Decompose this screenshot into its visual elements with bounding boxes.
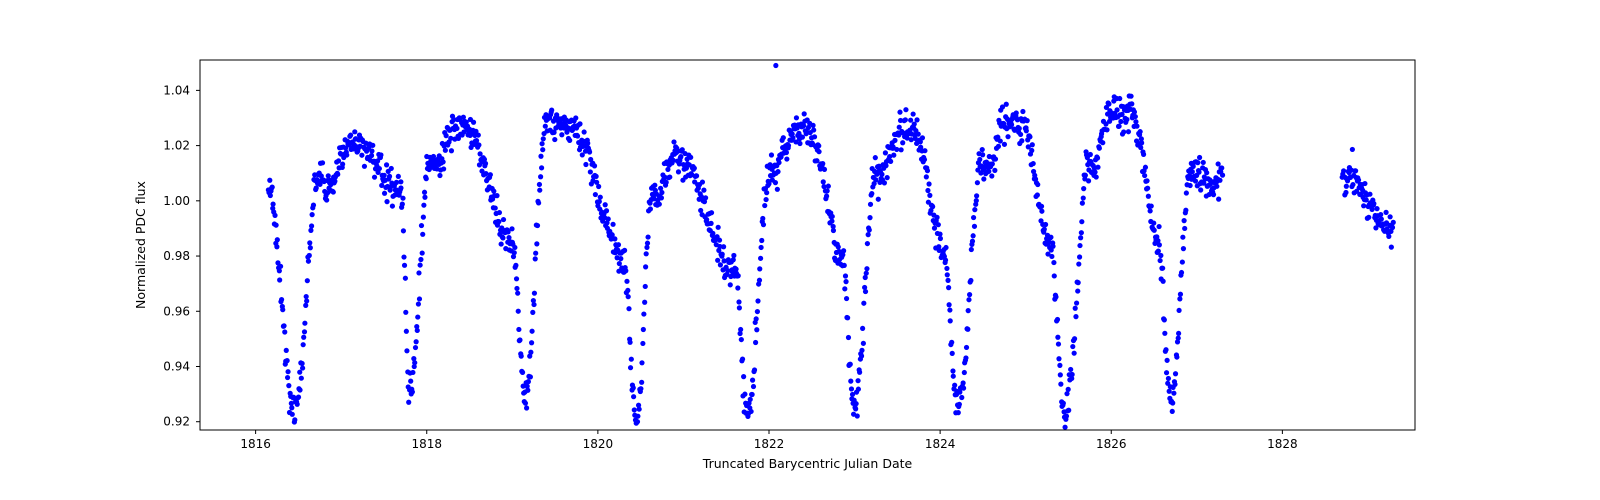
- lightcurve-chart: 1816 1818 1820 1822 1824 1826 1828 0.92 0.94 0.96…: [0, 0, 1600, 500]
- x-tick-label: 1820: [583, 437, 614, 451]
- x-axis-label: Truncated Barycentric Julian Date: [702, 456, 913, 471]
- chart-svg: 1816 1818 1820 1822 1824 1826 1828 0.92 0.94 0.96…: [0, 0, 1600, 500]
- y-tick-label: 1.00: [163, 194, 190, 208]
- x-tick-label: 1826: [1096, 437, 1127, 451]
- x-tick-label: 1828: [1267, 437, 1298, 451]
- x-tick-label: 1824: [925, 437, 956, 451]
- y-tick-label: 0.96: [163, 304, 190, 318]
- x-tick-label: 1822: [754, 437, 785, 451]
- x-tick-label: 1818: [411, 437, 442, 451]
- y-tick-label: 1.04: [163, 83, 190, 97]
- y-tick-label: 0.98: [163, 249, 190, 263]
- y-axis-label: Normalized PDC flux: [133, 181, 148, 309]
- x-tick-label: 1816: [240, 437, 271, 451]
- y-tick-label: 1.02: [163, 139, 190, 153]
- y-tick-label: 0.94: [163, 359, 190, 373]
- y-tick-label: 0.92: [163, 415, 190, 429]
